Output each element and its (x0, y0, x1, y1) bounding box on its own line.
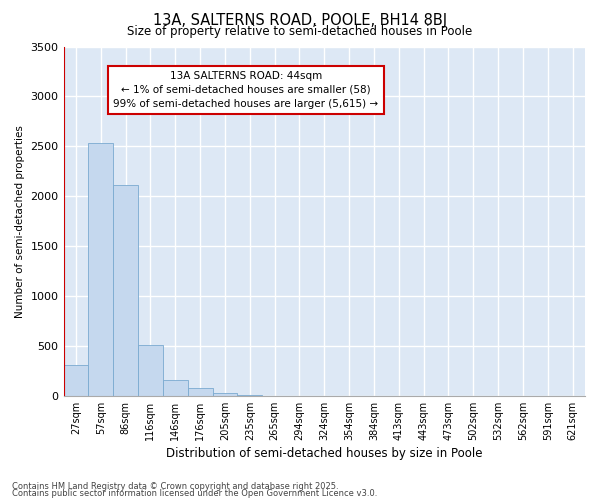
Text: Contains HM Land Registry data © Crown copyright and database right 2025.: Contains HM Land Registry data © Crown c… (12, 482, 338, 491)
Text: Size of property relative to semi-detached houses in Poole: Size of property relative to semi-detach… (127, 25, 473, 38)
Text: 13A SALTERNS ROAD: 44sqm
← 1% of semi-detached houses are smaller (58)
99% of se: 13A SALTERNS ROAD: 44sqm ← 1% of semi-de… (113, 71, 379, 109)
Text: 13A, SALTERNS ROAD, POOLE, BH14 8BJ: 13A, SALTERNS ROAD, POOLE, BH14 8BJ (153, 12, 447, 28)
Bar (212, 393, 238, 396)
Bar (138, 345, 163, 396)
Bar (64, 366, 88, 396)
Bar (163, 380, 188, 396)
X-axis label: Distribution of semi-detached houses by size in Poole: Distribution of semi-detached houses by … (166, 447, 482, 460)
Text: Contains public sector information licensed under the Open Government Licence v3: Contains public sector information licen… (12, 489, 377, 498)
Y-axis label: Number of semi-detached properties: Number of semi-detached properties (15, 124, 25, 318)
Bar (188, 388, 212, 396)
Bar (88, 144, 113, 396)
Bar (113, 185, 138, 396)
